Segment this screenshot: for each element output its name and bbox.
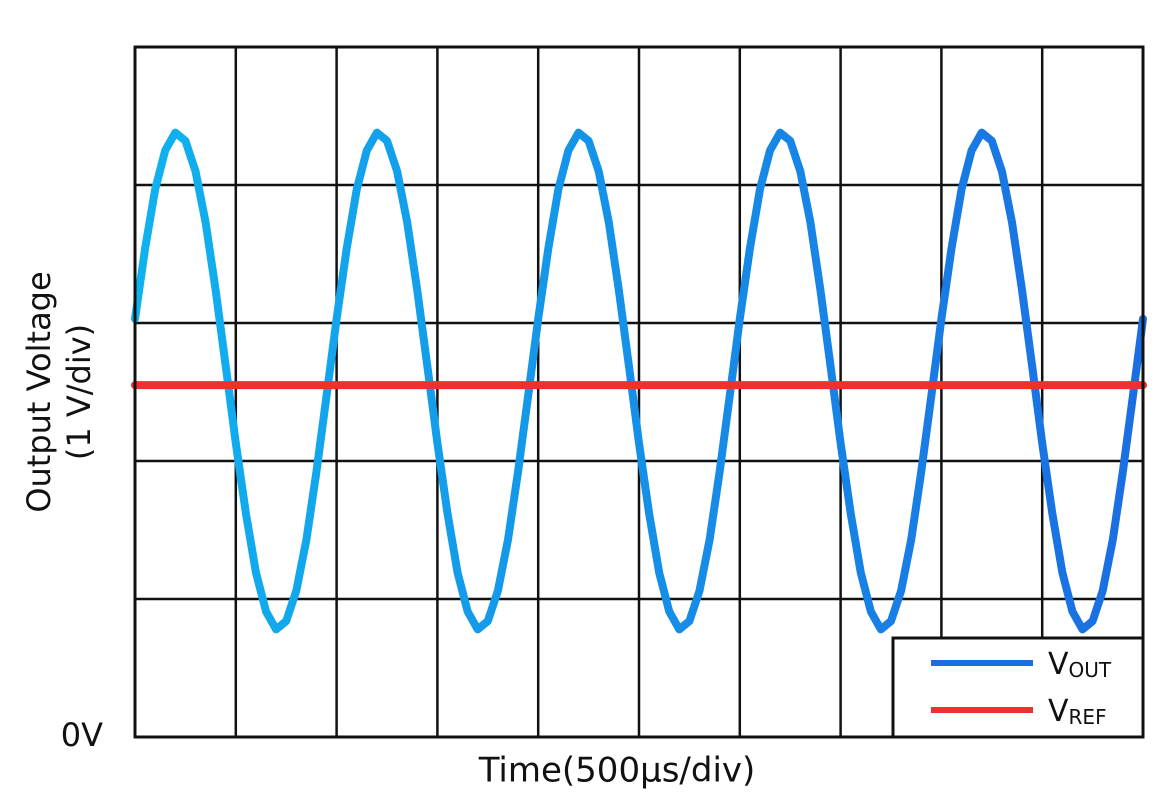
legend-box bbox=[891, 636, 1145, 739]
plot-border bbox=[133, 45, 1145, 739]
series-line bbox=[131, 128, 1147, 634]
x-axis-label: Time(500µs/div) bbox=[478, 751, 756, 791]
y-axis-label-line: (1 V/div) bbox=[60, 324, 98, 460]
legend: VOUT VREF bbox=[891, 636, 1145, 739]
legend-label: VOUT bbox=[1048, 647, 1112, 682]
y-axis-label: Output Voltage (1 V/div) bbox=[20, 271, 98, 512]
legend-label: VREF bbox=[1048, 694, 1107, 729]
y-tick-label: 0V bbox=[61, 716, 103, 754]
y-axis-label-line: Output Voltage bbox=[20, 271, 58, 512]
